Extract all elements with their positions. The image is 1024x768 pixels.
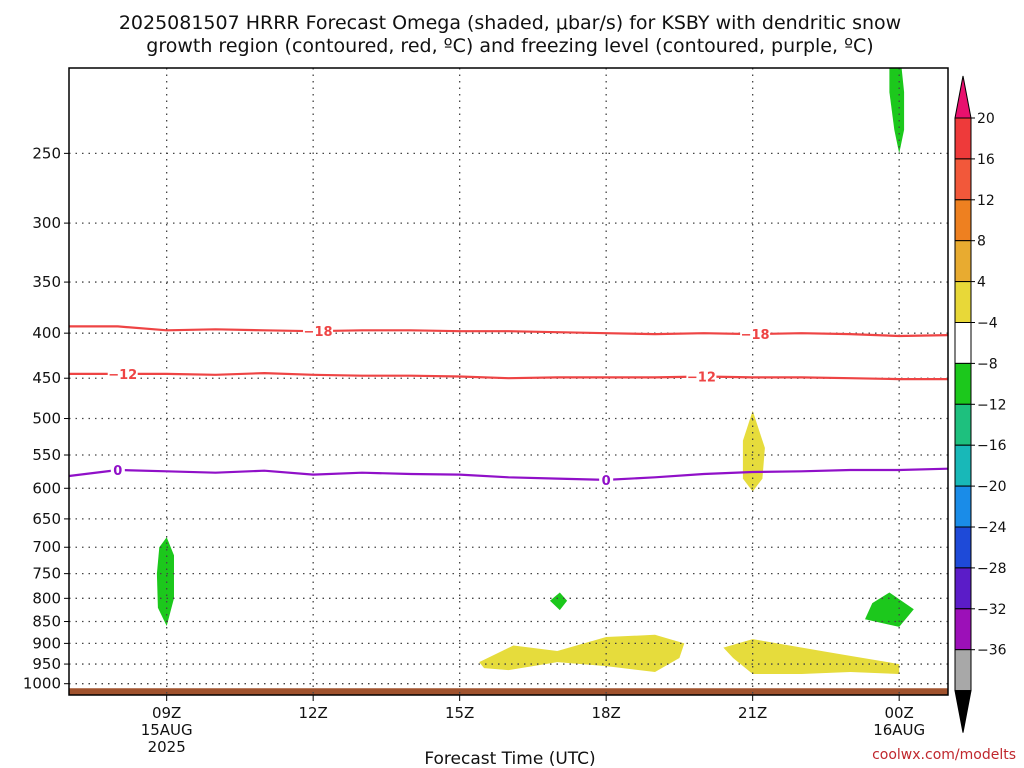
y-tick-label-950: 950 [32,655,61,673]
contour-0 [68,467,949,482]
colorbar-label-13: −32 [977,602,1007,618]
omega-region-5 [742,410,765,492]
surface-ground [69,688,948,695]
omega-region-4 [865,592,914,627]
x-tick-label-12Z-1: 12Z [298,704,327,722]
y-tick-label-550: 550 [32,446,61,464]
omega-region-2 [156,537,174,626]
colorbar-label-5: 4 [977,275,986,291]
colorbar-swatch-9 [954,444,972,487]
colorbar-swatch-13 [954,608,972,651]
plot-frame [68,67,949,696]
y-tick-label-1000: 1000 [23,675,61,693]
colorbar-label-2: 16 [977,152,995,168]
contour-label-0-2: 0 [602,474,611,489]
y-tick-label-650: 650 [32,510,61,528]
colorbar-label-7: −8 [977,356,998,372]
colorbar-swatch-10 [954,485,972,528]
y-tick-label-500: 500 [32,410,61,428]
y-tick-label-250: 250 [32,144,61,162]
colorbar-swatch-7 [954,362,972,405]
y-tick-label-750: 750 [32,565,61,583]
contour-label-bg--18-2 [740,327,771,342]
plot-contours: −18 −18 −12 −12 0 0 [68,324,949,489]
colorbar-swatch-11 [954,526,972,569]
contour--18 [69,325,949,338]
colorbar-arrow-bottom [954,690,972,733]
colorbar-label-4: 8 [977,234,986,250]
colorbar-swatch-12 [954,567,972,610]
y-tick-label-450: 450 [32,369,61,387]
contour--12 [69,371,948,381]
colorbar-label-9: −16 [977,438,1007,454]
x-axis-label: Forecast Time (UTC) [424,749,595,768]
colorbar-swatch-3 [954,199,972,242]
x-tick-label-21Z-1: 21Z [738,704,767,722]
y-tick-label-400: 400 [32,324,61,342]
omega-region-6 [479,634,685,672]
omega-region-3 [550,592,568,611]
colorbar-label-6: −4 [977,316,998,332]
contour-label-bg--12-2 [686,369,717,384]
omega-colorbar: 20 16 12 8 4 −4 −8 −12 −16 −20 −24 −28 −32 −36 [954,75,1007,733]
x-tick-label-00Z-1: 00Z [884,704,913,722]
colorbar-swatch-4 [954,240,972,283]
y-tick-label-800: 800 [32,589,61,607]
colorbar-swatch-2 [954,158,972,201]
chart-title-line1: 2025081507 HRRR Forecast Omega (shaded, … [119,12,901,34]
colorbar-swatch-8 [954,403,972,446]
y-tick-label-600: 600 [32,479,61,497]
x-tick-label-09Z-2: 15AUG [141,721,193,739]
omega-region-1 [889,68,905,154]
y-tick-label-900: 900 [32,634,61,652]
colorbar-swatch-14 [954,649,972,692]
x-tick-label-09Z-1: 09Z [152,704,181,722]
contour-label--12-2: −12 [687,371,716,386]
contour-label-bg--12-1 [107,366,138,381]
chart-title-line2: growth region (contoured, red, ºC) and f… [146,35,873,57]
y-axis: 250 300 350 400 450 500 550 600 650 700 750 800 850 9… [23,144,69,693]
contour-label-0-1: 0 [113,464,122,479]
x-tick-label-09Z-3: 2025 [148,738,186,756]
colorbar-swatch-6 [954,322,972,364]
y-tick-label-300: 300 [32,214,61,232]
x-tick-label-15Z-1: 15Z [445,704,474,722]
colorbar-label-3: 12 [977,193,995,209]
x-tick-label-18Z-1: 18Z [591,704,620,722]
y-tick-label-350: 350 [32,273,61,291]
x-tick-label-00Z-2: 16AUG [873,721,925,739]
colorbar-label-8: −12 [977,397,1007,413]
contour-label--12-1: −12 [108,368,137,383]
contour-label-bg-0-1 [110,462,125,477]
colorbar-label-12: −28 [977,561,1007,577]
credit-text: coolwx.com/modelts [872,747,1016,763]
contour-label--18-1: −18 [304,325,333,340]
plot-fills [69,68,948,695]
colorbar-swatch-5 [954,281,972,324]
contour-label-bg-0-2 [599,472,614,487]
omega-region-7 [723,639,900,674]
colorbar-label-11: −24 [977,520,1007,536]
y-tick-label-700: 700 [32,538,61,556]
colorbar-label-14: −36 [977,643,1007,659]
contour-label--18-2: −18 [741,328,770,343]
colorbar-swatch-1 [954,117,972,160]
colorbar-label-1: 20 [977,111,995,127]
contour-label-bg--18-1 [303,324,334,339]
colorbar-label-10: −20 [977,479,1007,495]
colorbar-arrow-top [954,75,972,119]
plot-grid [69,68,948,695]
y-tick-label-850: 850 [32,613,61,631]
